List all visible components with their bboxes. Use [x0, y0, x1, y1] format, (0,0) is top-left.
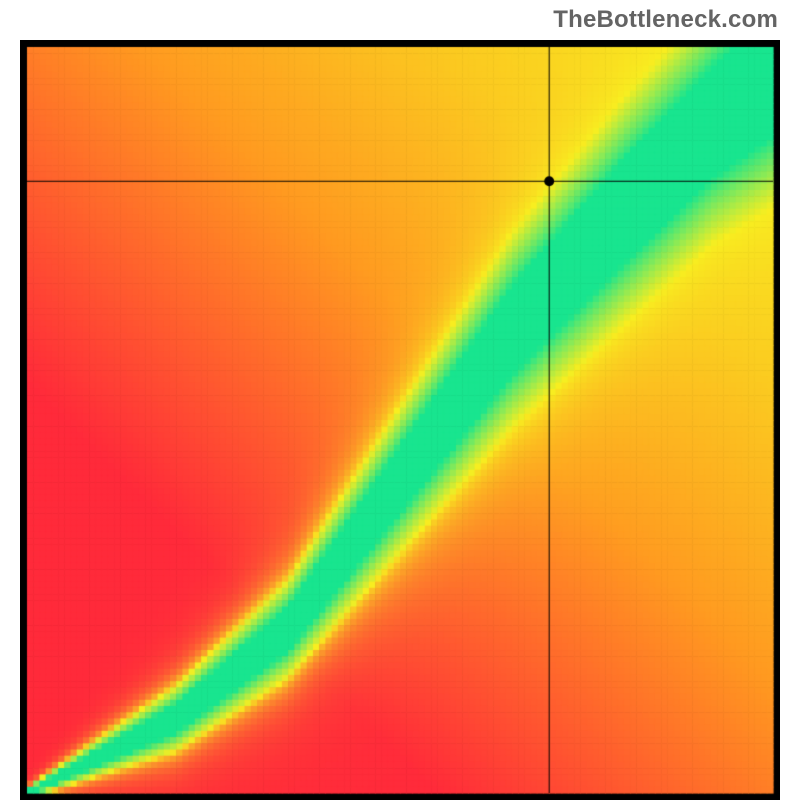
- watermark-text: TheBottleneck.com: [553, 6, 778, 34]
- heatmap-plot: [20, 40, 780, 800]
- heatmap-canvas: [20, 40, 780, 800]
- chart-container: TheBottleneck.com: [0, 0, 800, 800]
